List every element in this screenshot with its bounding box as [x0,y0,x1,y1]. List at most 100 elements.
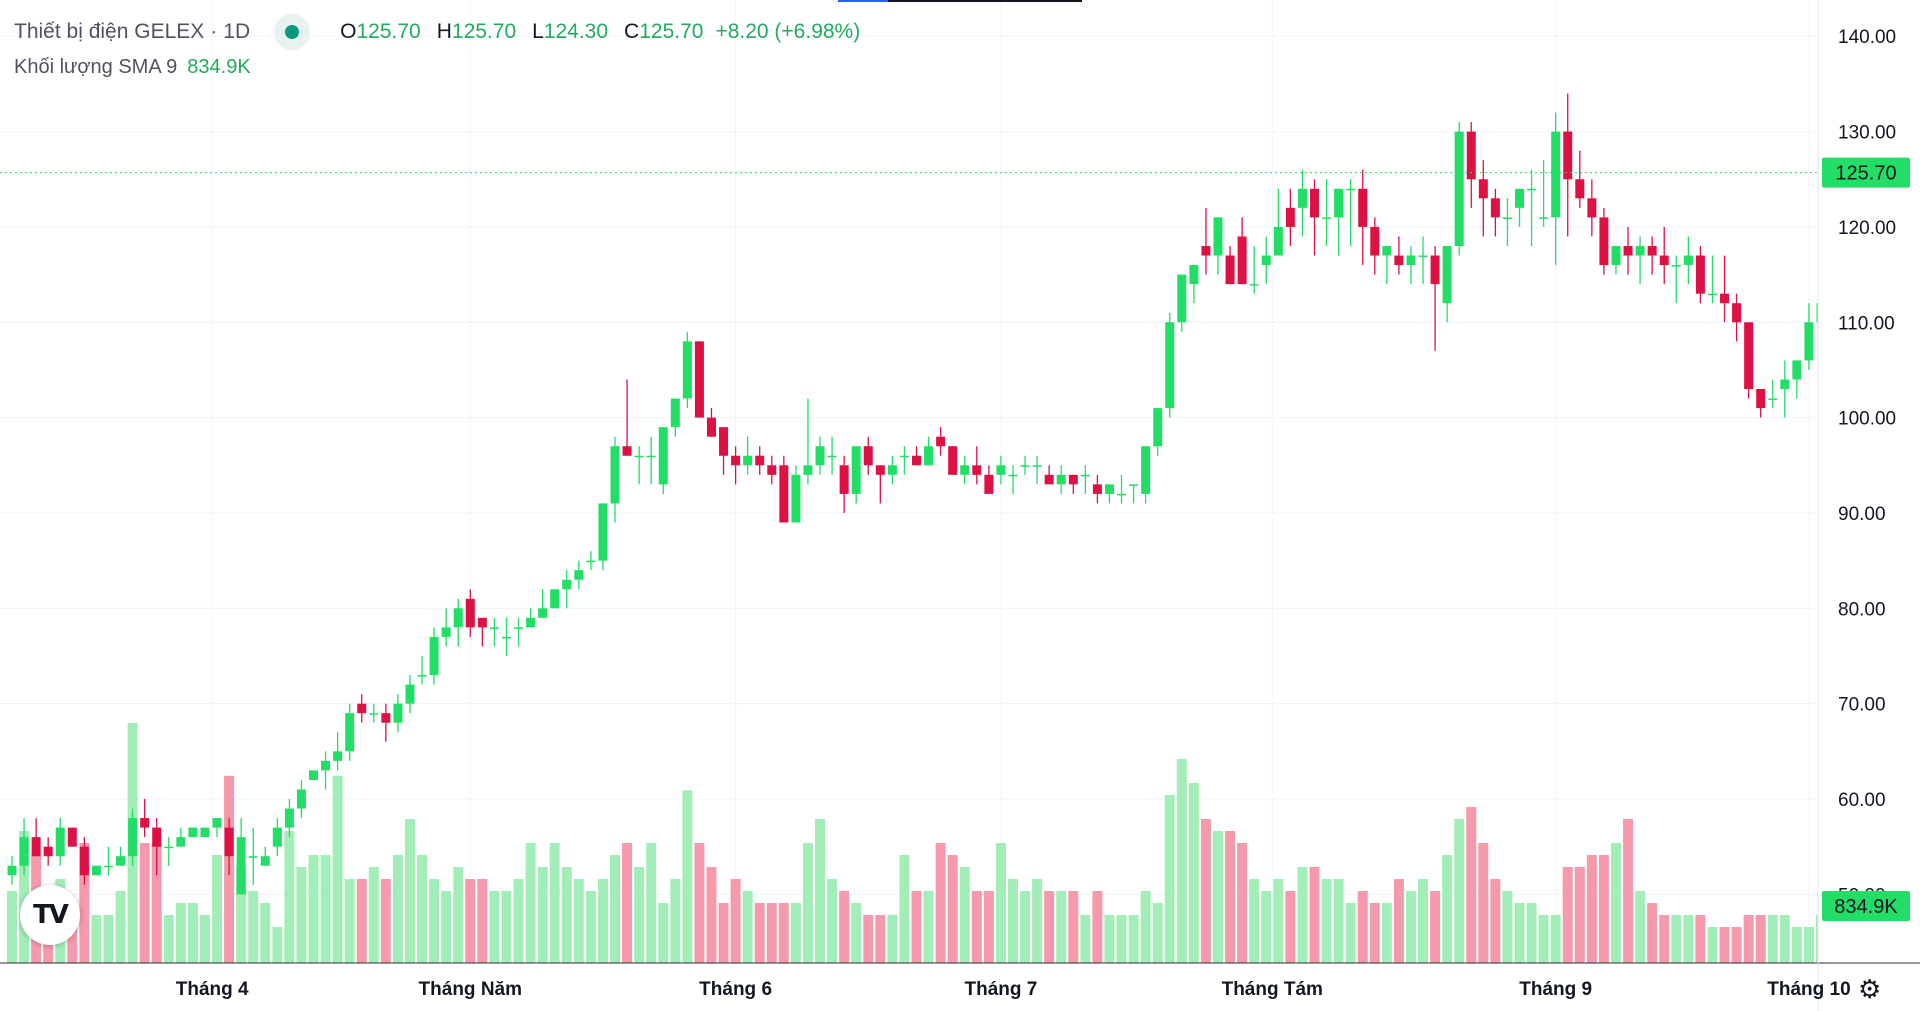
tradingview-logo-icon[interactable]: TV [20,885,80,945]
candle [767,455,777,485]
volume-bar [1442,855,1453,963]
open-key: O [340,20,357,43]
candle-body [212,818,222,828]
volume-bar [1273,879,1284,963]
volume-bar [1562,867,1573,963]
candle-body [1225,255,1235,285]
candle [634,446,644,485]
candle [1177,274,1187,332]
volume-bar [1418,879,1429,963]
volume-legend[interactable]: Khối lượng SMA 9 834.9K [14,56,251,79]
volume-bar [1478,843,1489,963]
candle-body [1165,322,1175,409]
candle-body [1563,131,1573,180]
candle-body [1611,245,1621,266]
volume-bar [1610,843,1621,963]
candle [103,846,113,876]
symbol-legend: Thiết bị điện GELEX · 1D O 125.70 H 125.70… [14,14,860,50]
volume-bar [429,879,440,963]
volume-bar [477,879,488,963]
candle-body [176,837,186,847]
candle [1707,255,1717,304]
volume-bar [549,843,560,963]
volume-bar [1598,855,1609,963]
volume-bar [356,879,367,963]
candle-body [598,503,608,561]
candle-body [7,865,17,876]
volume-bar [187,903,198,963]
candle [1213,217,1223,275]
candle [875,465,885,504]
candle-body [477,617,487,628]
candle-body [562,579,572,590]
volume-series [7,723,1920,963]
candle-body [658,427,668,485]
candle-series [7,93,1920,895]
candle [1032,455,1042,485]
interval-label[interactable]: 1D [223,20,251,43]
candle [694,341,704,418]
candle-body [1044,474,1054,485]
candle [1744,322,1754,399]
volume-bar [1466,807,1477,963]
volume-bar [115,891,126,963]
volume-bar [19,831,30,963]
candle-body [1092,484,1102,494]
candle [574,560,584,590]
candle [682,331,692,409]
symbol-name[interactable]: Thiết bị điện GELEX [14,20,205,43]
candle-body [1080,474,1090,477]
change-value: +8.20 (+6.98%) [715,20,861,43]
status-dot-icon [285,25,300,39]
candle-body [1020,465,1030,467]
volume-bar [1164,795,1175,963]
candle [1020,455,1030,475]
candle [1056,465,1066,494]
market-status-icon[interactable] [274,14,311,50]
candle [1466,122,1476,208]
candle [345,703,355,761]
volume-bar [1743,915,1754,963]
volume-bar [489,891,500,963]
candle-body [1551,131,1561,218]
candle [212,818,222,838]
candle-body [1249,284,1259,286]
volume-bar [284,831,295,963]
candle-body [1261,255,1271,266]
volume-bar [670,879,681,963]
volume-bar [296,867,307,963]
candle [1792,360,1802,399]
volume-bar [501,891,512,963]
candle [610,436,620,523]
candle-body [1756,389,1766,409]
candle [1165,312,1175,418]
volume-bar [163,915,174,963]
candle-body [1442,245,1452,304]
volume-bar [839,891,850,963]
time-tick-label: Tháng Tám [1222,979,1323,1000]
volume-bar [1309,867,1320,963]
candle [1092,474,1102,504]
volume-bar [368,867,379,963]
candle-body [321,760,331,771]
candle-body [236,837,246,895]
gear-icon[interactable]: ⚙ [1858,974,1882,1004]
candle [296,779,306,819]
candle [899,446,909,475]
candle [1406,245,1416,285]
volume-bar [959,867,970,963]
volume-bar [983,891,994,963]
toolbar-edge [838,0,1082,2]
volume-bar [899,855,910,963]
candle-body [719,427,729,456]
candle [1490,188,1500,237]
candle [1189,265,1199,304]
candle [1068,474,1078,494]
candle-body [1454,131,1464,246]
candle [1502,198,1512,246]
candle [538,589,548,618]
volume-bar [947,855,958,963]
volume-bar [1791,927,1802,963]
candle-body [1129,484,1139,486]
